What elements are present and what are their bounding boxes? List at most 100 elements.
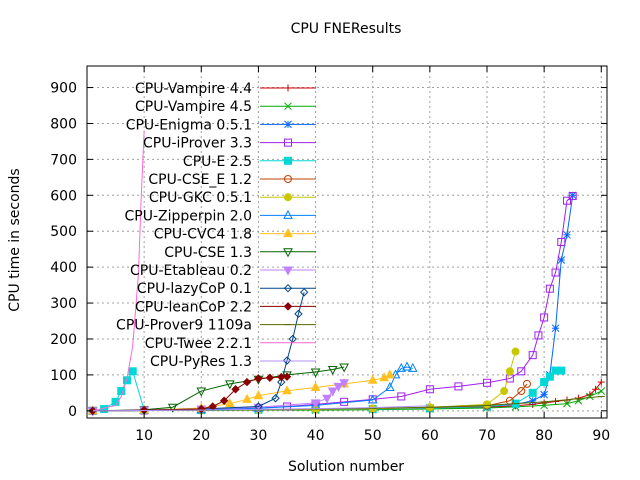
legend-marker: [284, 193, 292, 202]
y-tick-label: 700: [50, 152, 77, 168]
legend-item-cpu-zipperpin-2-0: CPU-Zipperpin 2.0: [124, 208, 316, 224]
legend-item-cpu-e-2-5: CPU-E 2.5: [183, 154, 316, 170]
data-point: [282, 385, 292, 395]
x-tick-label: 80: [535, 428, 553, 444]
data-point: [242, 393, 252, 403]
legend-marker: [284, 156, 292, 165]
legend-label: CPU-E 2.5: [183, 154, 252, 170]
data-point: [597, 378, 605, 386]
legend-label: CPU-CSE_E 1.2: [148, 172, 252, 188]
legend-label: CPU-Zipperpin 2.0: [124, 208, 252, 224]
y-tick-label: 500: [50, 224, 77, 240]
legend-marker: [284, 175, 292, 183]
legend-item-cpu-cvc4-1-8: CPU-CVC4 1.8: [154, 227, 316, 243]
legend-marker: [283, 283, 293, 293]
data-point: [534, 331, 543, 340]
legend-item-cpu-cse-1-3: CPU-CSE 1.3: [164, 245, 316, 261]
y-tick-label: 800: [50, 116, 77, 132]
data-point: [277, 377, 286, 387]
legend-label: CPU-CSE 1.3: [164, 245, 252, 261]
data-point: [523, 379, 531, 388]
legend-marker: [283, 248, 293, 258]
legend-item-cpu-iprover-3-3: CPU-iProver 3.3: [143, 136, 316, 152]
data-point: [225, 380, 235, 390]
y-tick-label: 900: [50, 81, 77, 97]
data-point: [117, 387, 126, 396]
data-point: [540, 378, 549, 387]
legend-item-cpu-vampire-4-4: CPU-Vampire 4.4: [135, 81, 316, 97]
legend-marker: [284, 138, 292, 147]
data-point: [390, 369, 401, 379]
data-point: [265, 373, 275, 382]
legend-marker: [284, 120, 292, 129]
x-axis-ticks: 10 20 30 40 50 60 70 80 90: [135, 66, 610, 444]
data-point: [367, 374, 378, 384]
data-point: [505, 367, 514, 376]
data-point: [219, 396, 229, 405]
data-point: [528, 351, 537, 360]
data-point: [540, 401, 548, 410]
data-point: [540, 313, 549, 322]
data-point: [242, 377, 252, 387]
data-point: [540, 390, 548, 399]
plot-frame: [86, 65, 608, 419]
data-point: [299, 288, 309, 297]
data-point: [557, 256, 566, 264]
series-line-cpu-twee-2-2-1: [92, 130, 145, 412]
data-point: [196, 387, 207, 397]
chart-title: CPU FNEResults: [291, 21, 402, 37]
y-tick-label: 0: [68, 404, 77, 420]
x-tick-label: 50: [364, 428, 382, 444]
data-point: [322, 394, 332, 404]
data-point: [294, 309, 303, 319]
legend-label: CPU-Twee 2.2.1: [145, 336, 252, 352]
legend-item-cpu-lazycop-0-1: CPU-lazyCoP 0.1: [137, 281, 316, 297]
data-point: [253, 390, 264, 400]
legend-label: CPU-Prover9 1109a: [116, 318, 252, 334]
data-point: [254, 374, 263, 383]
series-line-cpu-pyres-1-3: [92, 405, 430, 412]
data-point: [385, 369, 395, 379]
data-point: [327, 366, 338, 376]
series-line-cpu-zipperpin-2-0: [92, 366, 413, 412]
data-point: [339, 379, 349, 389]
data-point: [551, 268, 560, 277]
series-layer: [87, 130, 606, 417]
data-point: [327, 387, 338, 397]
data-point: [167, 403, 178, 413]
series-cpu-twee-2-2-1: [92, 130, 145, 412]
series-cpu-cse-1-3: [87, 363, 349, 417]
data-point: [310, 368, 321, 378]
legend-label: CPU-lazyCoP 0.1: [137, 281, 252, 297]
legend-item-cpu-prover9-1109a: CPU-Prover9 1109a: [116, 318, 316, 334]
y-axis-title: CPU time in seconds: [7, 168, 23, 311]
legend-marker: [284, 84, 292, 92]
legend-label: CPU-Vampire 4.5: [135, 99, 252, 115]
legend: CPU-Vampire 4.4 CPU-Vampire 4.5 CPU-Enigma…: [116, 81, 316, 370]
data-point: [545, 372, 554, 381]
y-axis-ticks: 0 100 200 300 400 500 600 700 800 900: [50, 81, 607, 420]
data-point: [551, 324, 560, 333]
x-tick-label: 40: [307, 428, 325, 444]
data-point: [557, 238, 566, 246]
legend-label: CPU-iProver 3.3: [143, 136, 252, 152]
legend-item-cpu-twee-2-2-1: CPU-Twee 2.2.1: [145, 336, 316, 352]
legend-label: CPU-Etableau 0.2: [130, 263, 252, 279]
y-tick-label: 400: [50, 260, 77, 276]
data-point: [483, 400, 491, 409]
data-point: [340, 397, 349, 406]
legend-item-cpu-pyres-1-3: CPU-PyRes 1.3: [150, 354, 316, 370]
legend-item-cpu-leancop-2-2: CPU-leanCoP 2.2: [135, 299, 316, 315]
x-tick-label: 70: [478, 428, 496, 444]
data-point: [128, 367, 137, 376]
legend-item-cpu-vampire-4-5: CPU-Vampire 4.5: [135, 99, 316, 115]
data-point: [333, 382, 344, 392]
legend-label: CPU-GKC 0.5.1: [149, 190, 252, 206]
data-point: [282, 356, 292, 365]
data-point: [367, 394, 378, 404]
data-point: [231, 385, 240, 394]
legend-label: CPU-Vampire 4.4: [135, 81, 252, 97]
data-point: [271, 394, 280, 403]
